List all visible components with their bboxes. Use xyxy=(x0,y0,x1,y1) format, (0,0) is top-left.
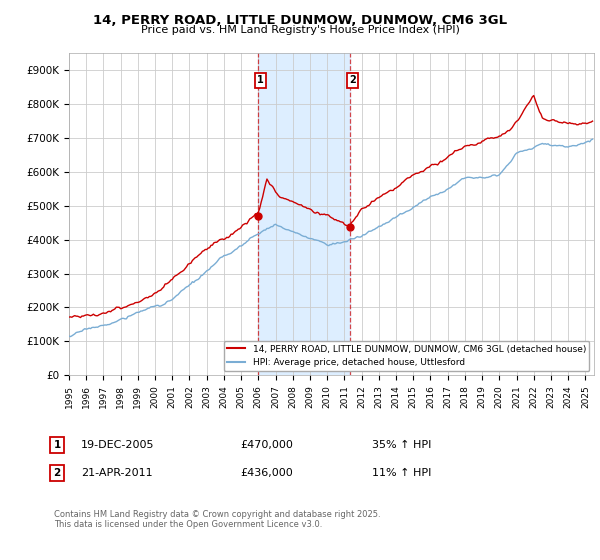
Text: 2: 2 xyxy=(53,468,61,478)
Text: 1: 1 xyxy=(53,440,61,450)
Text: 11% ↑ HPI: 11% ↑ HPI xyxy=(372,468,431,478)
Text: £470,000: £470,000 xyxy=(240,440,293,450)
Text: 2: 2 xyxy=(349,75,356,85)
Legend: 14, PERRY ROAD, LITTLE DUNMOW, DUNMOW, CM6 3GL (detached house), HPI: Average pr: 14, PERRY ROAD, LITTLE DUNMOW, DUNMOW, C… xyxy=(224,341,589,371)
Text: 19-DEC-2005: 19-DEC-2005 xyxy=(81,440,155,450)
Text: £436,000: £436,000 xyxy=(240,468,293,478)
Text: 35% ↑ HPI: 35% ↑ HPI xyxy=(372,440,431,450)
Text: 1: 1 xyxy=(257,75,264,85)
Text: 21-APR-2011: 21-APR-2011 xyxy=(81,468,152,478)
Text: 14, PERRY ROAD, LITTLE DUNMOW, DUNMOW, CM6 3GL: 14, PERRY ROAD, LITTLE DUNMOW, DUNMOW, C… xyxy=(93,14,507,27)
Bar xyxy=(258,53,350,375)
Text: Price paid vs. HM Land Registry's House Price Index (HPI): Price paid vs. HM Land Registry's House … xyxy=(140,25,460,35)
Text: Contains HM Land Registry data © Crown copyright and database right 2025.
This d: Contains HM Land Registry data © Crown c… xyxy=(54,510,380,529)
